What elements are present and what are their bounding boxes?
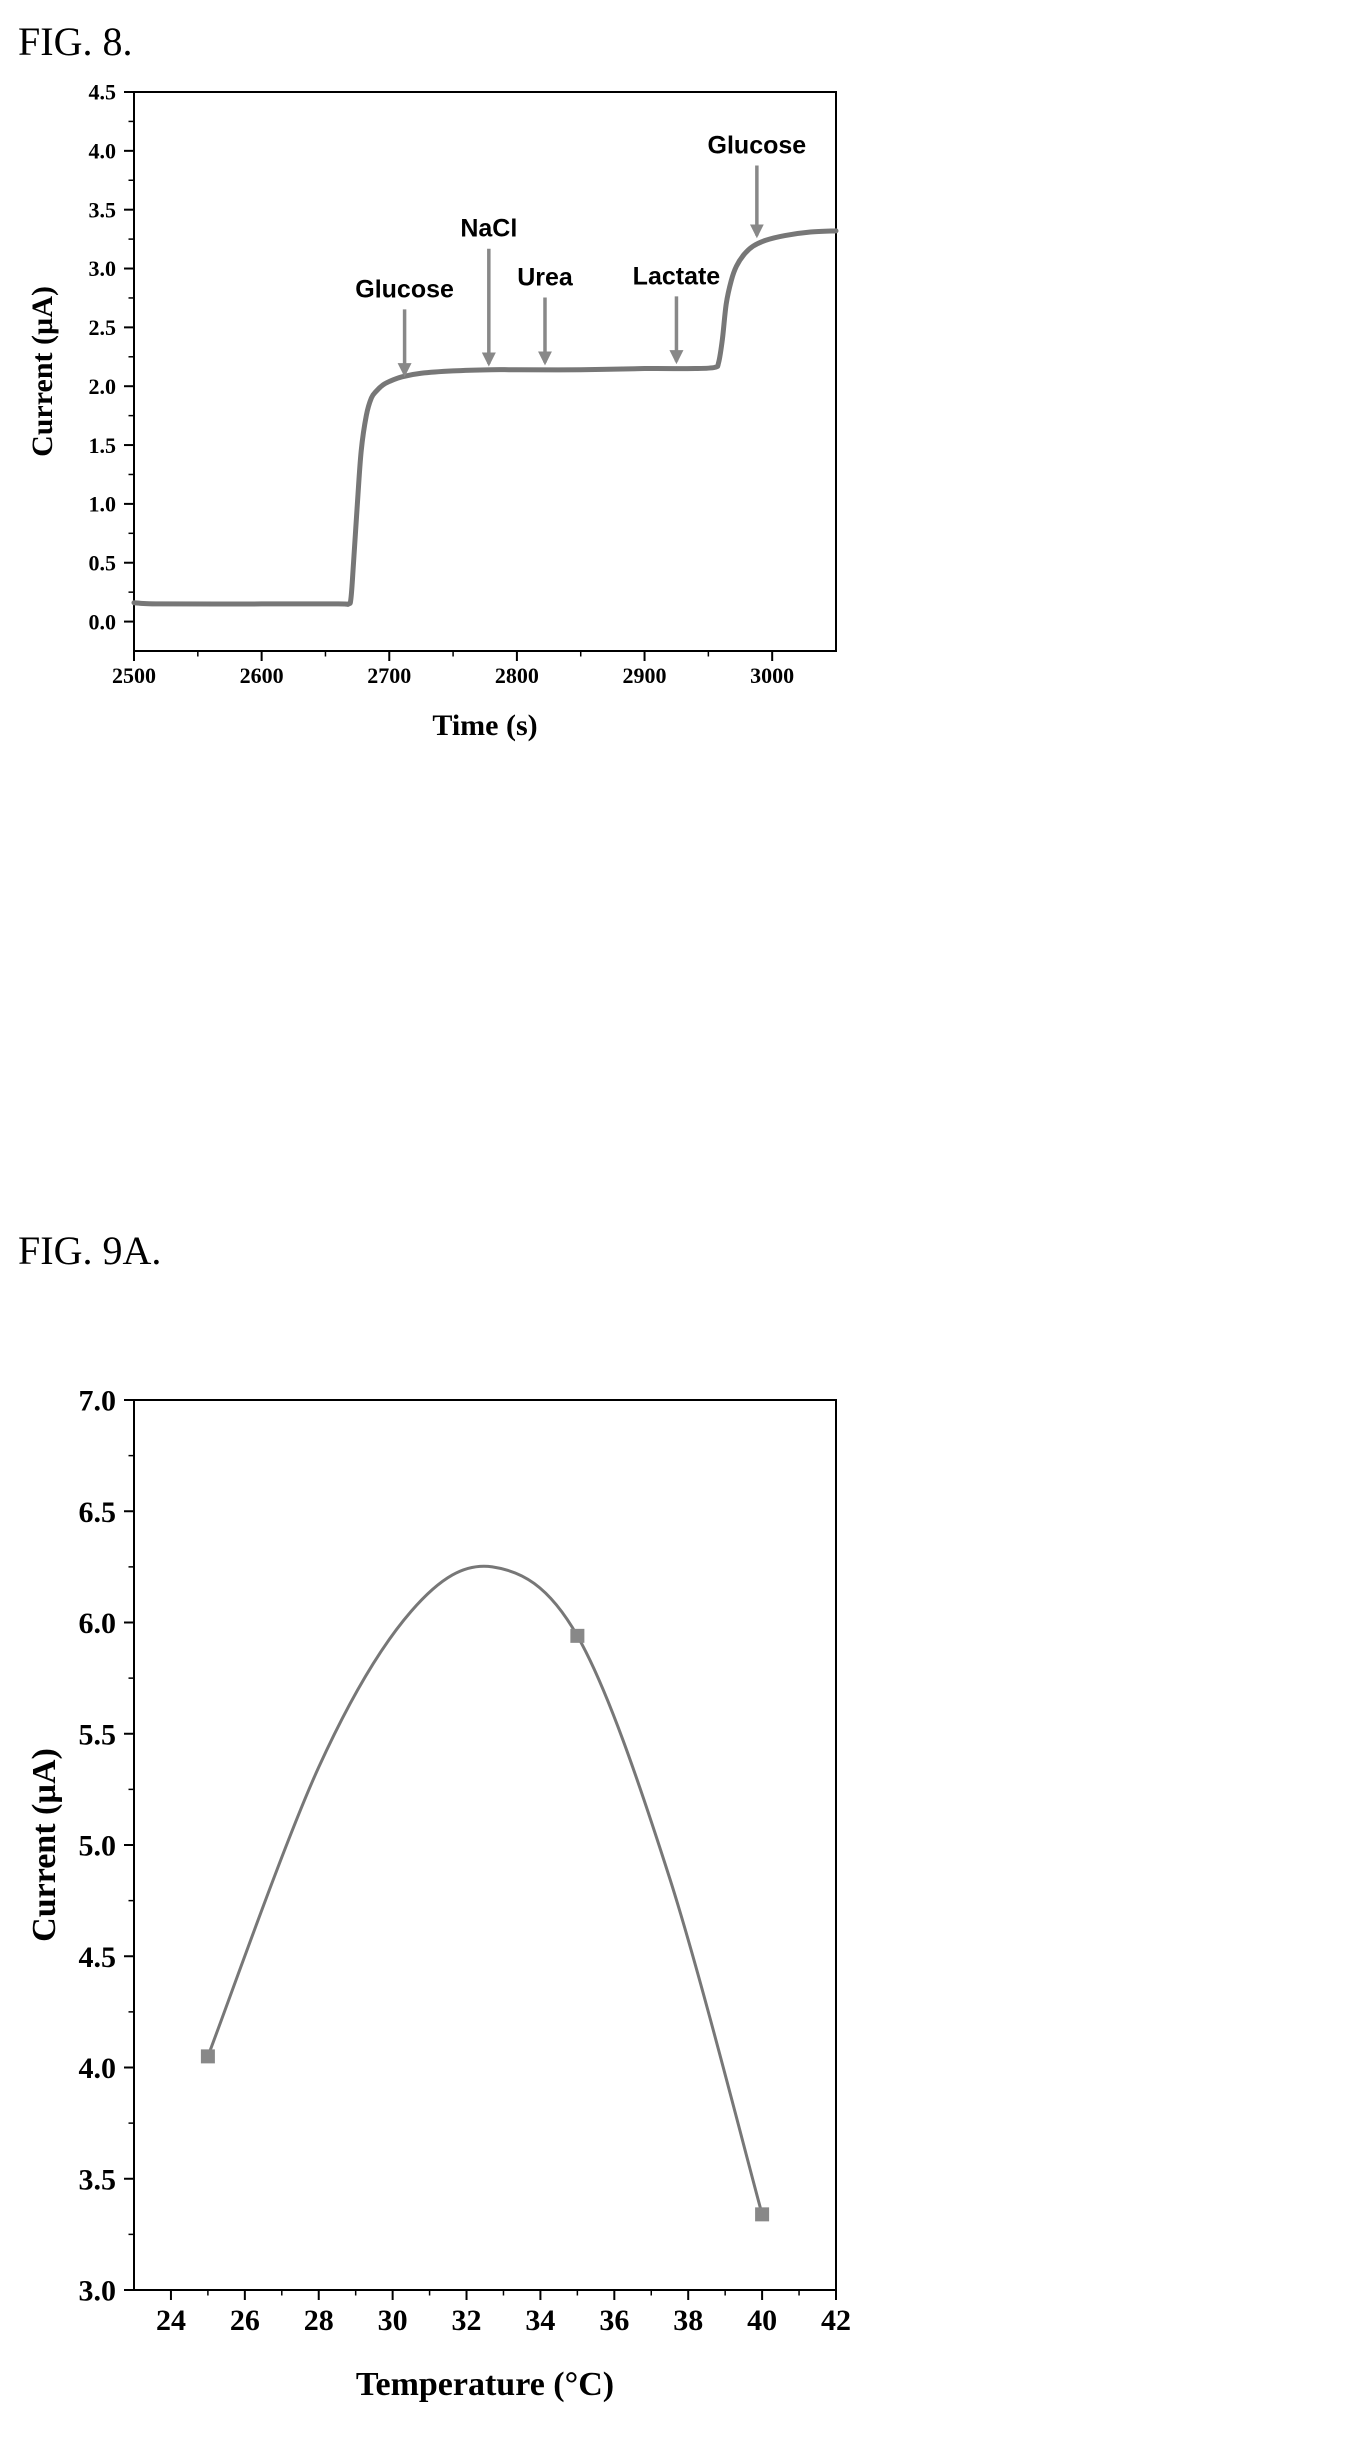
x-tick-label: 2600 [240,663,284,688]
x-tick-label: 30 [378,2304,408,2337]
x-tick-label: 28 [304,2304,334,2337]
annotation-label: Lactate [633,262,721,290]
annotation-label: Glucose [708,131,807,159]
annotation-label: NaCl [460,215,517,243]
x-tick-label: 32 [452,2304,482,2337]
x-tick-label: 2700 [367,663,411,688]
series-line [131,228,839,607]
y-tick-label: 1.5 [89,433,117,458]
figure-9a-label: FIG. 9A. [18,1228,162,1273]
y-tick-label: 1.0 [89,492,117,517]
y-tick-label: 0.0 [89,609,117,634]
x-tick-label: 24 [156,2304,186,2337]
y-tick-label: 2.5 [89,315,117,340]
annotation-label: Glucose [355,275,454,303]
x-axis-title: Temperature (°C) [356,2366,614,2403]
data-point [755,2207,770,2222]
x-tick-label: 34 [525,2304,555,2337]
x-axis-title: Time (s) [432,709,537,742]
data-point [570,1628,585,1643]
x-tick-label: 2800 [495,663,539,688]
x-tick-label: 3000 [750,663,794,688]
y-tick-label: 4.0 [79,2052,117,2085]
series-curve [206,1564,764,2215]
x-tick-label: 36 [599,2304,629,2337]
x-tick-label: 42 [821,2304,851,2337]
y-tick-label: 4.0 [89,139,117,164]
x-tick-label: 38 [673,2304,703,2337]
y-tick-label: 3.0 [89,256,117,281]
y-tick-label: 3.0 [79,2275,117,2308]
y-axis-title: Current (µA) [26,286,59,457]
x-tick-label: 2900 [623,663,667,688]
figure-8-label: FIG. 8. [18,19,133,64]
y-tick-label: 3.5 [79,2163,117,2196]
y-tick-label: 5.5 [79,1718,117,1751]
y-tick-label: 6.5 [79,1496,117,1529]
data-point [200,2049,215,2064]
y-tick-label: 4.5 [79,1941,117,1974]
figure-8-chart: 2500 2600 2700 2800 2900 3000 0.0 0.5 1.0 1.5 2.0 2… [26,80,839,742]
x-tick-label: 2500 [112,663,156,688]
y-tick-label: 6.0 [79,1607,117,1640]
plot-frame [133,91,837,652]
y-tick-label: 5.0 [79,1830,117,1863]
y-tick-label: 7.0 [79,1385,117,1418]
plot-frame [133,1399,837,2291]
x-tick-label: 26 [230,2304,260,2337]
x-tick-label: 40 [747,2304,777,2337]
y-tick-label: 0.5 [89,550,117,575]
annotation-label: Urea [517,264,574,292]
y-tick-label: 3.5 [89,197,117,222]
y-tick-label: 2.0 [89,374,117,399]
y-axis-title: Current (µA) [26,1748,63,1942]
y-tick-label: 4.5 [89,80,117,105]
